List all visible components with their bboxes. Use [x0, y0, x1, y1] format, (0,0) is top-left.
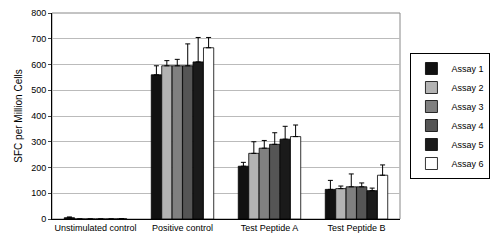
svg-text:500: 500	[31, 85, 46, 95]
svg-text:700: 700	[31, 34, 46, 44]
svg-text:SFC per Million Cells: SFC per Million Cells	[13, 69, 24, 162]
svg-text:400: 400	[31, 111, 46, 121]
svg-text:800: 800	[31, 8, 46, 18]
svg-text:Positive control: Positive control	[152, 223, 213, 233]
svg-text:200: 200	[31, 163, 46, 173]
svg-text:100: 100	[31, 188, 46, 198]
svg-text:Assay 1: Assay 1	[451, 64, 483, 74]
svg-text:300: 300	[31, 137, 46, 147]
svg-text:Test Peptide B: Test Peptide B	[327, 223, 385, 233]
svg-text:Assay 5: Assay 5	[451, 140, 483, 150]
svg-text:Assay 2: Assay 2	[451, 83, 483, 93]
svg-text:600: 600	[31, 60, 46, 70]
svg-text:Assay 6: Assay 6	[451, 159, 483, 169]
svg-text:Assay 3: Assay 3	[451, 102, 483, 112]
svg-text:Assay 4: Assay 4	[451, 121, 483, 131]
svg-text:Test Peptide A: Test Peptide A	[241, 223, 299, 233]
svg-text:0: 0	[41, 214, 46, 224]
svg-text:Unstimulated control: Unstimulated control	[54, 223, 136, 233]
